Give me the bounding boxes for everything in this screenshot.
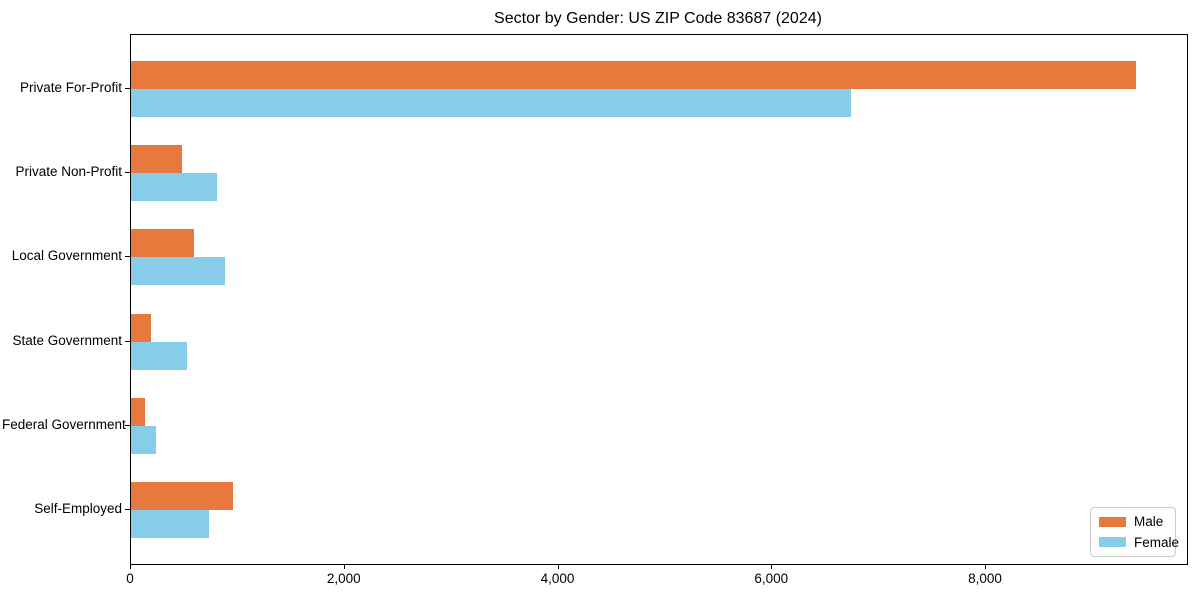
- x-axis-label-0: 0: [126, 571, 134, 586]
- y-tick-private-non-profit: [125, 172, 130, 174]
- x-axis-label-2,000: 2,000: [326, 571, 361, 586]
- legend-label-male: Male: [1134, 514, 1164, 529]
- x-tick-0: [130, 564, 131, 569]
- x-axis-label-6,000: 6,000: [754, 571, 789, 586]
- legend-swatch-female: [1099, 537, 1126, 548]
- y-tick-state-government: [125, 340, 130, 342]
- x-axis-label-8,000: 8,000: [968, 571, 1002, 586]
- bar-male-private-non-profit: [131, 145, 183, 174]
- bar-female-private-non-profit: [131, 173, 217, 202]
- y-axis-label-self-employed: Self-Employed: [34, 501, 122, 516]
- legend-entry-female: Female: [1099, 535, 1179, 550]
- legend-label-female: Female: [1134, 534, 1180, 550]
- legend-swatch-male: [1099, 516, 1126, 527]
- y-axis-label-federal-government: Federal Government: [2, 416, 126, 432]
- y-tick-private-for-profit: [125, 88, 130, 89]
- x-tick-4,000: [557, 564, 559, 569]
- plot-area: [130, 34, 1188, 565]
- bar-female-private-for-profit: [131, 89, 852, 117]
- y-tick-federal-government: [125, 424, 130, 426]
- x-tick-2,000: [343, 564, 345, 569]
- y-axis-label-private-for-profit: Private For-Profit: [19, 80, 122, 95]
- bar-male-self-employed: [131, 482, 233, 510]
- y-tick-local-government: [125, 256, 130, 258]
- y-axis-label-private-non-profit: Private Non-Profit: [15, 164, 122, 180]
- x-tick-8,000: [985, 564, 987, 569]
- legend: Male Female: [1090, 507, 1179, 557]
- bar-male-local-government: [131, 229, 195, 258]
- y-axis-label-state-government: State Government: [12, 332, 122, 348]
- bar-female-local-government: [131, 257, 225, 286]
- y-axis-label-local-government: Local Government: [11, 248, 122, 264]
- chart-title: Sector by Gender: US ZIP Code 83687 (202…: [494, 10, 822, 27]
- bar-female-federal-government: [131, 425, 156, 454]
- x-axis-label-4,000: 4,000: [540, 571, 575, 586]
- bar-male-federal-government: [131, 397, 145, 426]
- bar-female-state-government: [131, 341, 187, 370]
- x-tick-6,000: [771, 564, 773, 569]
- y-tick-self-employed: [125, 509, 130, 510]
- bar-male-state-government: [131, 313, 152, 342]
- legend-entry-male: Male: [1099, 515, 1167, 529]
- bar-female-self-employed: [131, 510, 210, 538]
- bar-male-private-for-profit: [131, 61, 1136, 89]
